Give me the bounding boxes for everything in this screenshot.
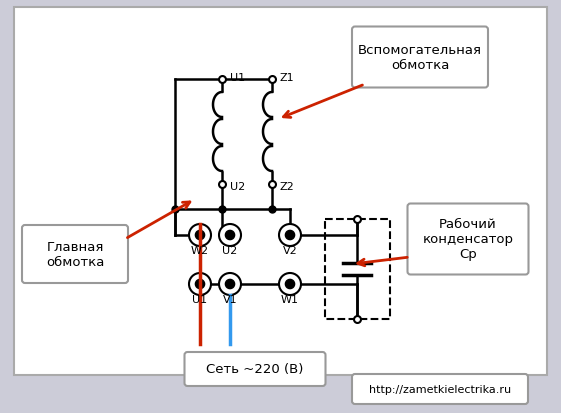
Circle shape [286, 280, 295, 289]
Text: W2: W2 [191, 245, 209, 255]
Text: U2: U2 [230, 182, 245, 192]
Text: Вспомогательная
обмотка: Вспомогательная обмотка [358, 44, 482, 72]
Text: Z2: Z2 [280, 182, 295, 192]
Circle shape [286, 231, 295, 240]
Circle shape [195, 231, 205, 240]
Text: http://zametkielectrika.ru: http://zametkielectrika.ru [369, 384, 511, 394]
FancyBboxPatch shape [185, 352, 325, 386]
FancyBboxPatch shape [14, 8, 547, 375]
Circle shape [189, 273, 211, 295]
Text: Z1: Z1 [280, 73, 295, 83]
Circle shape [189, 224, 211, 247]
Text: V1: V1 [223, 294, 237, 304]
Text: U1: U1 [230, 73, 245, 83]
Circle shape [226, 231, 234, 240]
Text: U2: U2 [222, 245, 238, 255]
Text: V2: V2 [283, 245, 297, 255]
Circle shape [279, 224, 301, 247]
Circle shape [226, 280, 234, 289]
Text: Главная
обмотка: Главная обмотка [46, 240, 104, 268]
Text: U1: U1 [192, 294, 208, 304]
Text: W1: W1 [281, 294, 299, 304]
Circle shape [219, 224, 241, 247]
FancyBboxPatch shape [352, 374, 528, 404]
Circle shape [219, 273, 241, 295]
Circle shape [195, 280, 205, 289]
FancyBboxPatch shape [407, 204, 528, 275]
Circle shape [279, 273, 301, 295]
FancyBboxPatch shape [352, 27, 488, 88]
Bar [325, 219, 390, 319]
Text: Сеть ~220 (В): Сеть ~220 (В) [206, 363, 304, 375]
FancyBboxPatch shape [22, 225, 128, 283]
Text: Рабочий
конденсатор
Ср: Рабочий конденсатор Ср [422, 218, 513, 261]
